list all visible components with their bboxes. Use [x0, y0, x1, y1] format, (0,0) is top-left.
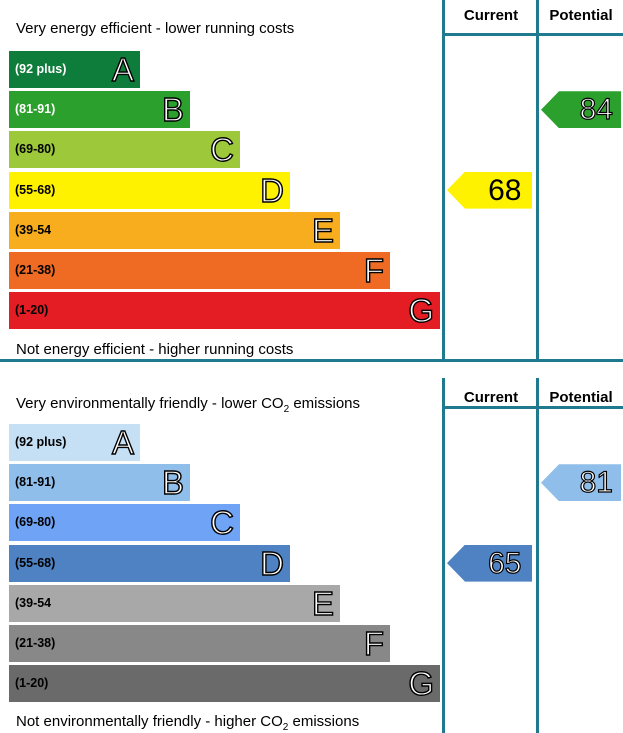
band-range-label: (21-38) [15, 263, 56, 277]
band-letter: C [209, 504, 234, 542]
rating-band-a: (92 plus) A [9, 423, 140, 462]
top-caption: Very energy efficient - lower running co… [16, 20, 295, 37]
environmental-impact-chart: Very environmentally friendly - lower CO… [0, 378, 623, 733]
rating-value: 65 [488, 546, 523, 580]
rating-band-g: (1-20) G [9, 664, 440, 703]
rating-band-f: (21-38) F [9, 624, 390, 663]
band-letter: F [363, 624, 385, 662]
potential-rating-arrow: 81 [541, 464, 621, 502]
band-letter: C [209, 131, 234, 169]
band-range-label: (1-20) [15, 303, 49, 318]
potential-column-header: Potential [549, 389, 613, 406]
rating-band-g: (1-20) G [9, 291, 440, 330]
bottom-rule [0, 359, 623, 362]
rating-band-c: (69-80) C [9, 504, 240, 542]
bottom-caption: Not environmentally friendly - higher CO… [16, 713, 360, 733]
rating-band-b: (81-91) B [9, 90, 190, 129]
current-column-header: Current [463, 389, 519, 406]
rating-band-c: (69-80) C [9, 131, 240, 169]
rating-band-f: (21-38) F [9, 251, 390, 290]
band-letter: B [161, 90, 184, 129]
current-column-header: Current [463, 7, 519, 24]
rating-band-e: (39-54 E [9, 211, 340, 249]
band-range-label: (55-68) [15, 555, 56, 570]
divider-current [442, 0, 445, 360]
band-letter: E [311, 584, 334, 622]
band-letter: E [311, 211, 334, 249]
band-letter: B [161, 463, 184, 502]
band-range-label: (81-91) [15, 102, 56, 117]
rating-band-b: (81-91) B [9, 463, 190, 502]
band-range-label: (39-54 [15, 222, 52, 237]
band-letter: D [259, 171, 284, 209]
band-range-label: (92 plus) [15, 62, 67, 76]
header-rule [444, 406, 623, 409]
band-range-label: (39-54 [15, 595, 52, 610]
potential-column-header: Potential [549, 7, 613, 24]
band-range-label: (55-68) [15, 182, 56, 197]
band-range-label: (69-80) [15, 142, 56, 157]
band-letter: A [111, 423, 134, 461]
band-letter: D [259, 544, 284, 582]
rating-band-d: (55-68) D [9, 171, 290, 209]
current-rating-arrow: 65 [447, 544, 532, 582]
rating-band-e: (39-54 E [9, 584, 340, 622]
rating-band-a: (92 plus) A [9, 50, 140, 89]
divider-potential [536, 0, 539, 360]
band-range-label: (69-80) [15, 515, 56, 530]
rating-value: 81 [579, 466, 614, 500]
band-range-label: (1-20) [15, 676, 49, 691]
potential-rating-arrow: 84 [541, 91, 621, 129]
bottom-caption: Not energy efficient - higher running co… [16, 341, 294, 358]
divider-potential [536, 378, 539, 733]
rating-value: 84 [579, 93, 614, 127]
band-range-label: (92 plus) [15, 435, 67, 449]
rating-value: 68 [488, 173, 522, 207]
band-range-label: (21-38) [15, 636, 56, 650]
energy-efficiency-chart: Very energy efficient - lower running co… [0, 0, 623, 362]
band-letter: A [111, 50, 134, 88]
header-rule [444, 33, 623, 36]
divider-current [442, 378, 445, 733]
current-rating-arrow: 68 [447, 171, 532, 209]
rating-band-d: (55-68) D [9, 544, 290, 582]
band-range-label: (81-91) [15, 475, 56, 490]
band-letter: G [408, 291, 435, 330]
band-letter: F [363, 251, 385, 289]
band-letter: G [408, 664, 435, 703]
top-caption: Very environmentally friendly - lower CO… [16, 395, 361, 415]
